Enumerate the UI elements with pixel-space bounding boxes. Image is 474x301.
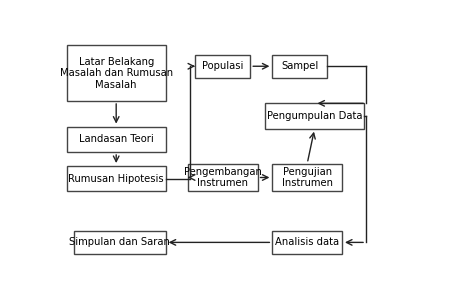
FancyBboxPatch shape xyxy=(265,103,364,129)
FancyBboxPatch shape xyxy=(272,55,328,78)
FancyBboxPatch shape xyxy=(272,164,342,191)
Text: Sampel: Sampel xyxy=(281,61,319,71)
Text: Analisis data: Analisis data xyxy=(275,237,339,247)
FancyBboxPatch shape xyxy=(195,55,250,78)
Text: Latar Belakang
Masalah dan Rumusan
Masalah: Latar Belakang Masalah dan Rumusan Masal… xyxy=(60,57,173,90)
FancyBboxPatch shape xyxy=(66,126,166,152)
FancyBboxPatch shape xyxy=(272,231,342,254)
FancyBboxPatch shape xyxy=(66,166,166,191)
FancyBboxPatch shape xyxy=(188,164,258,191)
Text: Landasan Teori: Landasan Teori xyxy=(79,134,154,144)
Text: Simpulan dan Saran: Simpulan dan Saran xyxy=(69,237,170,247)
Text: Rumusan Hipotesis: Rumusan Hipotesis xyxy=(68,174,164,184)
Text: Populasi: Populasi xyxy=(202,61,244,71)
Text: Pengumpulan Data: Pengumpulan Data xyxy=(267,111,362,121)
Text: Pengujian
Instrumen: Pengujian Instrumen xyxy=(282,167,333,188)
FancyBboxPatch shape xyxy=(74,231,166,254)
FancyBboxPatch shape xyxy=(66,45,166,101)
Text: Pengembangan
Instrumen: Pengembangan Instrumen xyxy=(184,167,262,188)
